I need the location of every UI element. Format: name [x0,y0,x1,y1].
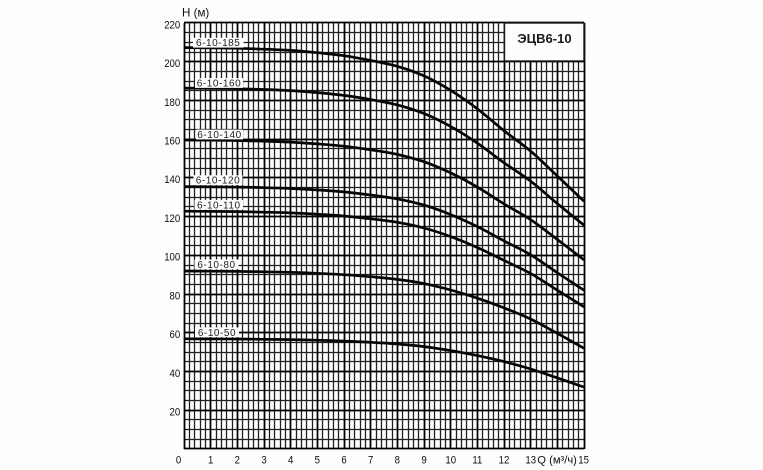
svg-text:Q (м³/ч): Q (м³/ч) [537,455,577,467]
svg-text:220: 220 [164,20,180,32]
svg-text:6-10-120: 6-10-120 [196,176,240,187]
svg-text:180: 180 [164,97,180,109]
svg-text:120: 120 [164,213,180,225]
svg-text:ЭЦВ6-10: ЭЦВ6-10 [517,31,571,46]
svg-text:6-10-185: 6-10-185 [196,38,240,49]
svg-text:8: 8 [395,455,400,467]
svg-text:6-10-140: 6-10-140 [197,130,241,141]
svg-text:6-10-110: 6-10-110 [197,200,241,211]
svg-text:0: 0 [176,455,181,467]
svg-text:11: 11 [472,455,482,467]
svg-text:7: 7 [368,455,373,467]
svg-text:200: 200 [164,58,180,70]
svg-text:10: 10 [445,455,456,467]
svg-text:13: 13 [525,455,536,467]
svg-text:1: 1 [208,455,213,467]
svg-text:40: 40 [170,368,181,380]
svg-text:100: 100 [164,252,180,264]
svg-text:3: 3 [261,455,266,467]
svg-text:6: 6 [341,455,346,467]
svg-text:6-10-80: 6-10-80 [197,260,235,271]
svg-text:H (м): H (м) [182,6,209,19]
svg-text:6-10-160: 6-10-160 [197,79,241,90]
svg-text:80: 80 [170,291,181,303]
svg-text:12: 12 [499,455,510,467]
svg-text:4: 4 [288,455,293,467]
svg-text:140: 140 [164,175,180,187]
svg-text:9: 9 [421,455,426,467]
svg-text:2: 2 [235,455,240,467]
svg-text:60: 60 [170,329,181,341]
svg-text:6-10-50: 6-10-50 [198,328,236,339]
svg-text:15: 15 [578,455,589,467]
svg-text:20: 20 [170,407,181,419]
svg-text:5: 5 [315,455,320,467]
svg-text:160: 160 [164,136,180,148]
